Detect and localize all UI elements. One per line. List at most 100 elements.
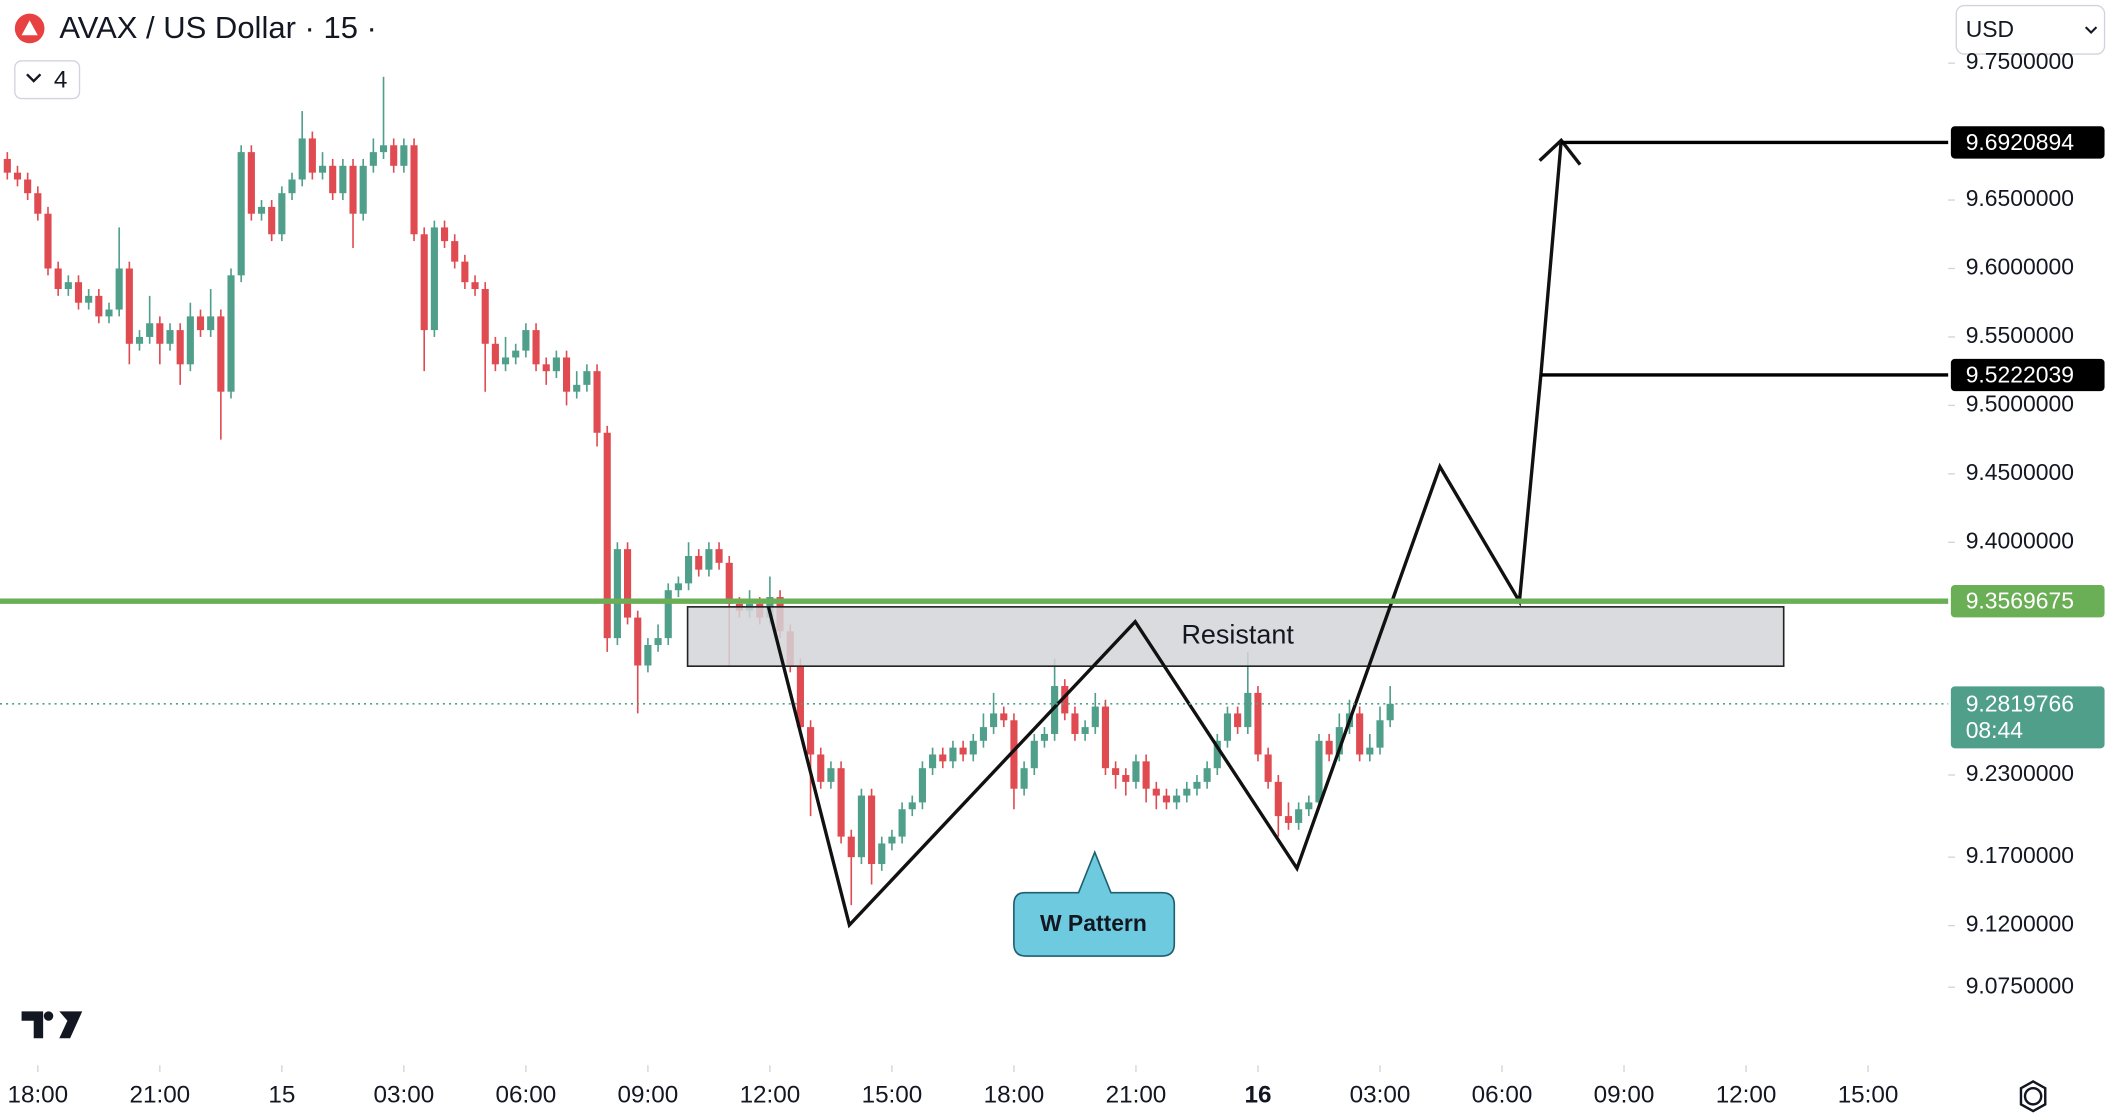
candle-body [573,384,581,392]
candle-body [1223,713,1232,741]
candle-body [44,213,52,269]
candle-body [847,836,855,858]
candle-body [339,165,347,194]
candle-body [268,206,276,235]
candle-body [969,740,977,755]
indicator-toggle[interactable] [14,60,81,100]
candle-body [888,836,896,844]
candle-body [390,145,398,166]
price-label-box [1950,126,2105,159]
x-tick-label: 03:00 [1350,1082,1411,1109]
candle-body [1244,692,1252,728]
candle-body [624,549,632,618]
candle-body [1183,788,1191,796]
candle-body [1040,733,1049,741]
candle-body [1203,768,1211,782]
y-tick-label: 9.0750000 [1966,972,2074,998]
candle-body [400,145,408,166]
candle-body [288,179,296,194]
x-tick-label: 09:00 [618,1082,679,1109]
candle-body [196,316,205,331]
x-tick-label: 21:00 [129,1082,190,1109]
candle-body [979,727,987,741]
symbol-title: AVAX / US Dollar · 15 · [59,10,377,45]
settings-icon[interactable] [2023,1086,2043,1106]
x-tick-label: 12:00 [740,1082,801,1109]
candle-body [552,357,560,372]
candle-body [3,158,11,173]
candle-body [156,323,164,344]
y-tick-label: 9.1700000 [1966,842,2074,868]
candle-body [1122,775,1130,782]
x-tick-label: 09:00 [1594,1082,1655,1109]
candle-body [318,165,327,173]
price-label-box [1950,585,2105,618]
pattern-drawing [766,140,1563,929]
pattern-callout [1013,850,1176,957]
candle-body [24,179,32,194]
candle-body [308,138,316,173]
x-tick-label: 18:00 [7,1082,68,1109]
candle-body [166,330,174,344]
candle-body [1010,720,1018,789]
candle-body [329,165,337,194]
candle-body [217,316,225,392]
candle-body [1081,727,1089,734]
arrow-head [1538,137,1582,166]
candle-body [359,165,367,214]
resistance-zone [686,606,1785,667]
candle-body [1386,703,1394,721]
price-label: 9.5222039 [1966,361,2074,387]
countdown: 08:44 [1966,717,2024,743]
candle-body [1020,768,1028,789]
candle-body [868,795,876,865]
candles [3,76,1394,906]
candle-body [1112,768,1120,776]
candle-body [247,152,255,214]
x-tick-label: 15 [268,1082,295,1109]
current-price-box [1950,686,2105,749]
candle-body [1101,706,1110,769]
candle-body [908,802,916,810]
candle-body [1254,692,1262,755]
candle-body [501,357,510,365]
candle-body [685,555,693,584]
candle-body [1162,795,1171,803]
candle-body [593,371,601,433]
candle-body [939,754,947,762]
currency-select[interactable] [1955,4,2106,55]
candle-body [440,227,449,242]
candle-body [186,316,194,365]
candle-body [1315,740,1323,803]
candle-body [207,316,215,331]
candle-body [512,350,520,358]
candle-body [349,165,357,214]
x-tick-label: 15:00 [1838,1082,1899,1109]
candle-body [1142,761,1150,789]
candle-body [1234,713,1242,728]
candle-body [725,562,733,604]
candle-body [451,241,459,262]
candle-body [857,795,865,858]
candle-body [410,145,418,235]
currency: USD [1966,16,2014,42]
candle-body [95,295,103,317]
y-tick-label: 9.4000000 [1966,527,2074,553]
candle-body [1295,809,1303,823]
candle-body [74,282,83,303]
candle-body [1264,754,1272,782]
x-tick-label: 06:00 [1472,1082,1533,1109]
candle-body [379,145,388,153]
candle-body [278,193,286,235]
chevron [26,73,42,83]
candle-body [654,638,662,645]
candle-body [227,275,235,392]
settings-icon-frame [2019,1080,2047,1113]
y-tick-label: 9.5000000 [1966,390,2074,416]
candle-body [827,768,835,782]
candle-body [674,583,682,591]
candle-body [949,747,957,762]
candle-body [481,289,489,344]
x-tick-label: 06:00 [496,1082,557,1109]
